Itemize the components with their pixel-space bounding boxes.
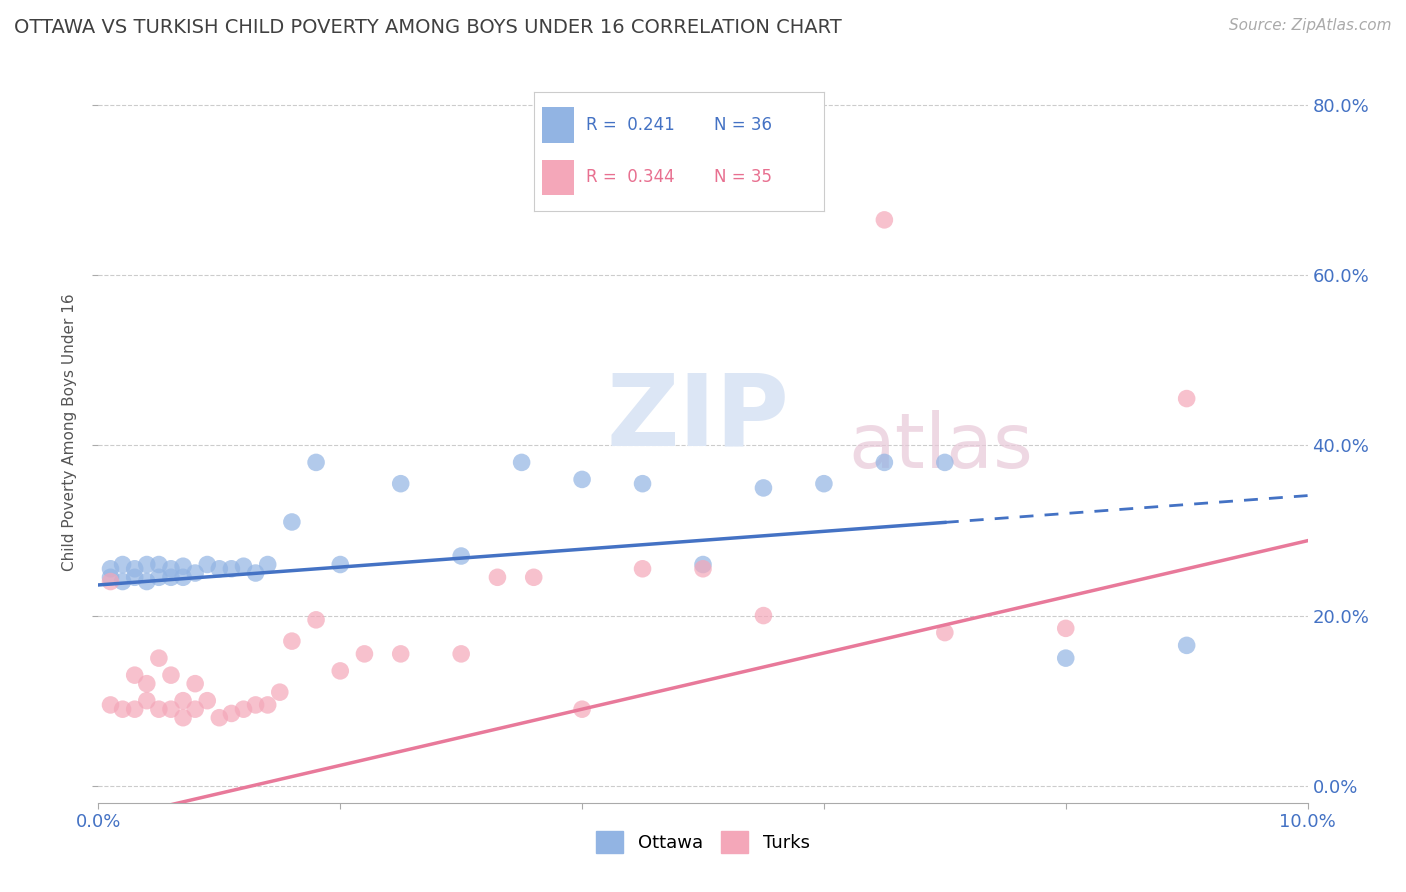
Point <box>221 706 243 721</box>
Point <box>195 694 218 708</box>
Point <box>148 570 170 584</box>
Point <box>184 676 207 690</box>
Point <box>232 702 254 716</box>
Point <box>111 574 134 589</box>
Point <box>256 698 278 712</box>
Point <box>1175 392 1198 406</box>
Point <box>135 676 157 690</box>
Point <box>305 455 328 469</box>
Point <box>1054 621 1077 635</box>
Point <box>353 647 375 661</box>
Point <box>1054 651 1077 665</box>
Text: OTTAWA VS TURKISH CHILD POVERTY AMONG BOYS UNDER 16 CORRELATION CHART: OTTAWA VS TURKISH CHILD POVERTY AMONG BO… <box>14 18 842 37</box>
Text: atlas: atlas <box>848 410 1033 484</box>
Point <box>692 558 714 572</box>
Point <box>100 698 122 712</box>
Y-axis label: Child Poverty Among Boys Under 16: Child Poverty Among Boys Under 16 <box>62 293 77 572</box>
Point <box>208 711 231 725</box>
Point <box>124 570 146 584</box>
Point <box>160 562 183 576</box>
Point <box>450 549 472 563</box>
Point <box>160 570 183 584</box>
Point <box>100 570 122 584</box>
Point <box>135 558 157 572</box>
Point <box>148 651 170 665</box>
Point <box>305 613 328 627</box>
Point <box>172 559 194 574</box>
Point <box>256 558 278 572</box>
Point <box>245 566 267 580</box>
Point <box>510 455 533 469</box>
Point <box>160 668 183 682</box>
Point <box>692 562 714 576</box>
Point <box>281 515 304 529</box>
Point <box>450 647 472 661</box>
Point <box>148 558 170 572</box>
Point <box>389 476 412 491</box>
Point <box>232 559 254 574</box>
Point <box>172 711 194 725</box>
Point <box>208 562 231 576</box>
Point <box>124 668 146 682</box>
Point <box>873 455 896 469</box>
Point <box>486 570 509 584</box>
Point <box>571 702 593 716</box>
Point <box>269 685 291 699</box>
Point <box>100 574 122 589</box>
Point <box>813 476 835 491</box>
Point <box>135 574 157 589</box>
Legend: Ottawa, Turks: Ottawa, Turks <box>589 824 817 861</box>
Point <box>523 570 546 584</box>
Text: ZIP: ZIP <box>606 369 789 467</box>
Point <box>329 558 352 572</box>
Point <box>752 481 775 495</box>
Point <box>100 562 122 576</box>
Point <box>934 455 956 469</box>
Point <box>124 562 146 576</box>
Point <box>631 562 654 576</box>
Point <box>135 694 157 708</box>
Point <box>195 558 218 572</box>
Point <box>631 476 654 491</box>
Point <box>221 562 243 576</box>
Point <box>111 558 134 572</box>
Point <box>148 702 170 716</box>
Point <box>571 472 593 486</box>
Point <box>752 608 775 623</box>
Point <box>111 702 134 716</box>
Point <box>184 566 207 580</box>
Point <box>389 647 412 661</box>
Point <box>124 702 146 716</box>
Point <box>1175 639 1198 653</box>
Point <box>245 698 267 712</box>
Point <box>329 664 352 678</box>
Point <box>172 694 194 708</box>
Point <box>160 702 183 716</box>
Point <box>172 570 194 584</box>
Point <box>281 634 304 648</box>
Text: Source: ZipAtlas.com: Source: ZipAtlas.com <box>1229 18 1392 33</box>
Point <box>934 625 956 640</box>
Point <box>873 212 896 227</box>
Point <box>184 702 207 716</box>
